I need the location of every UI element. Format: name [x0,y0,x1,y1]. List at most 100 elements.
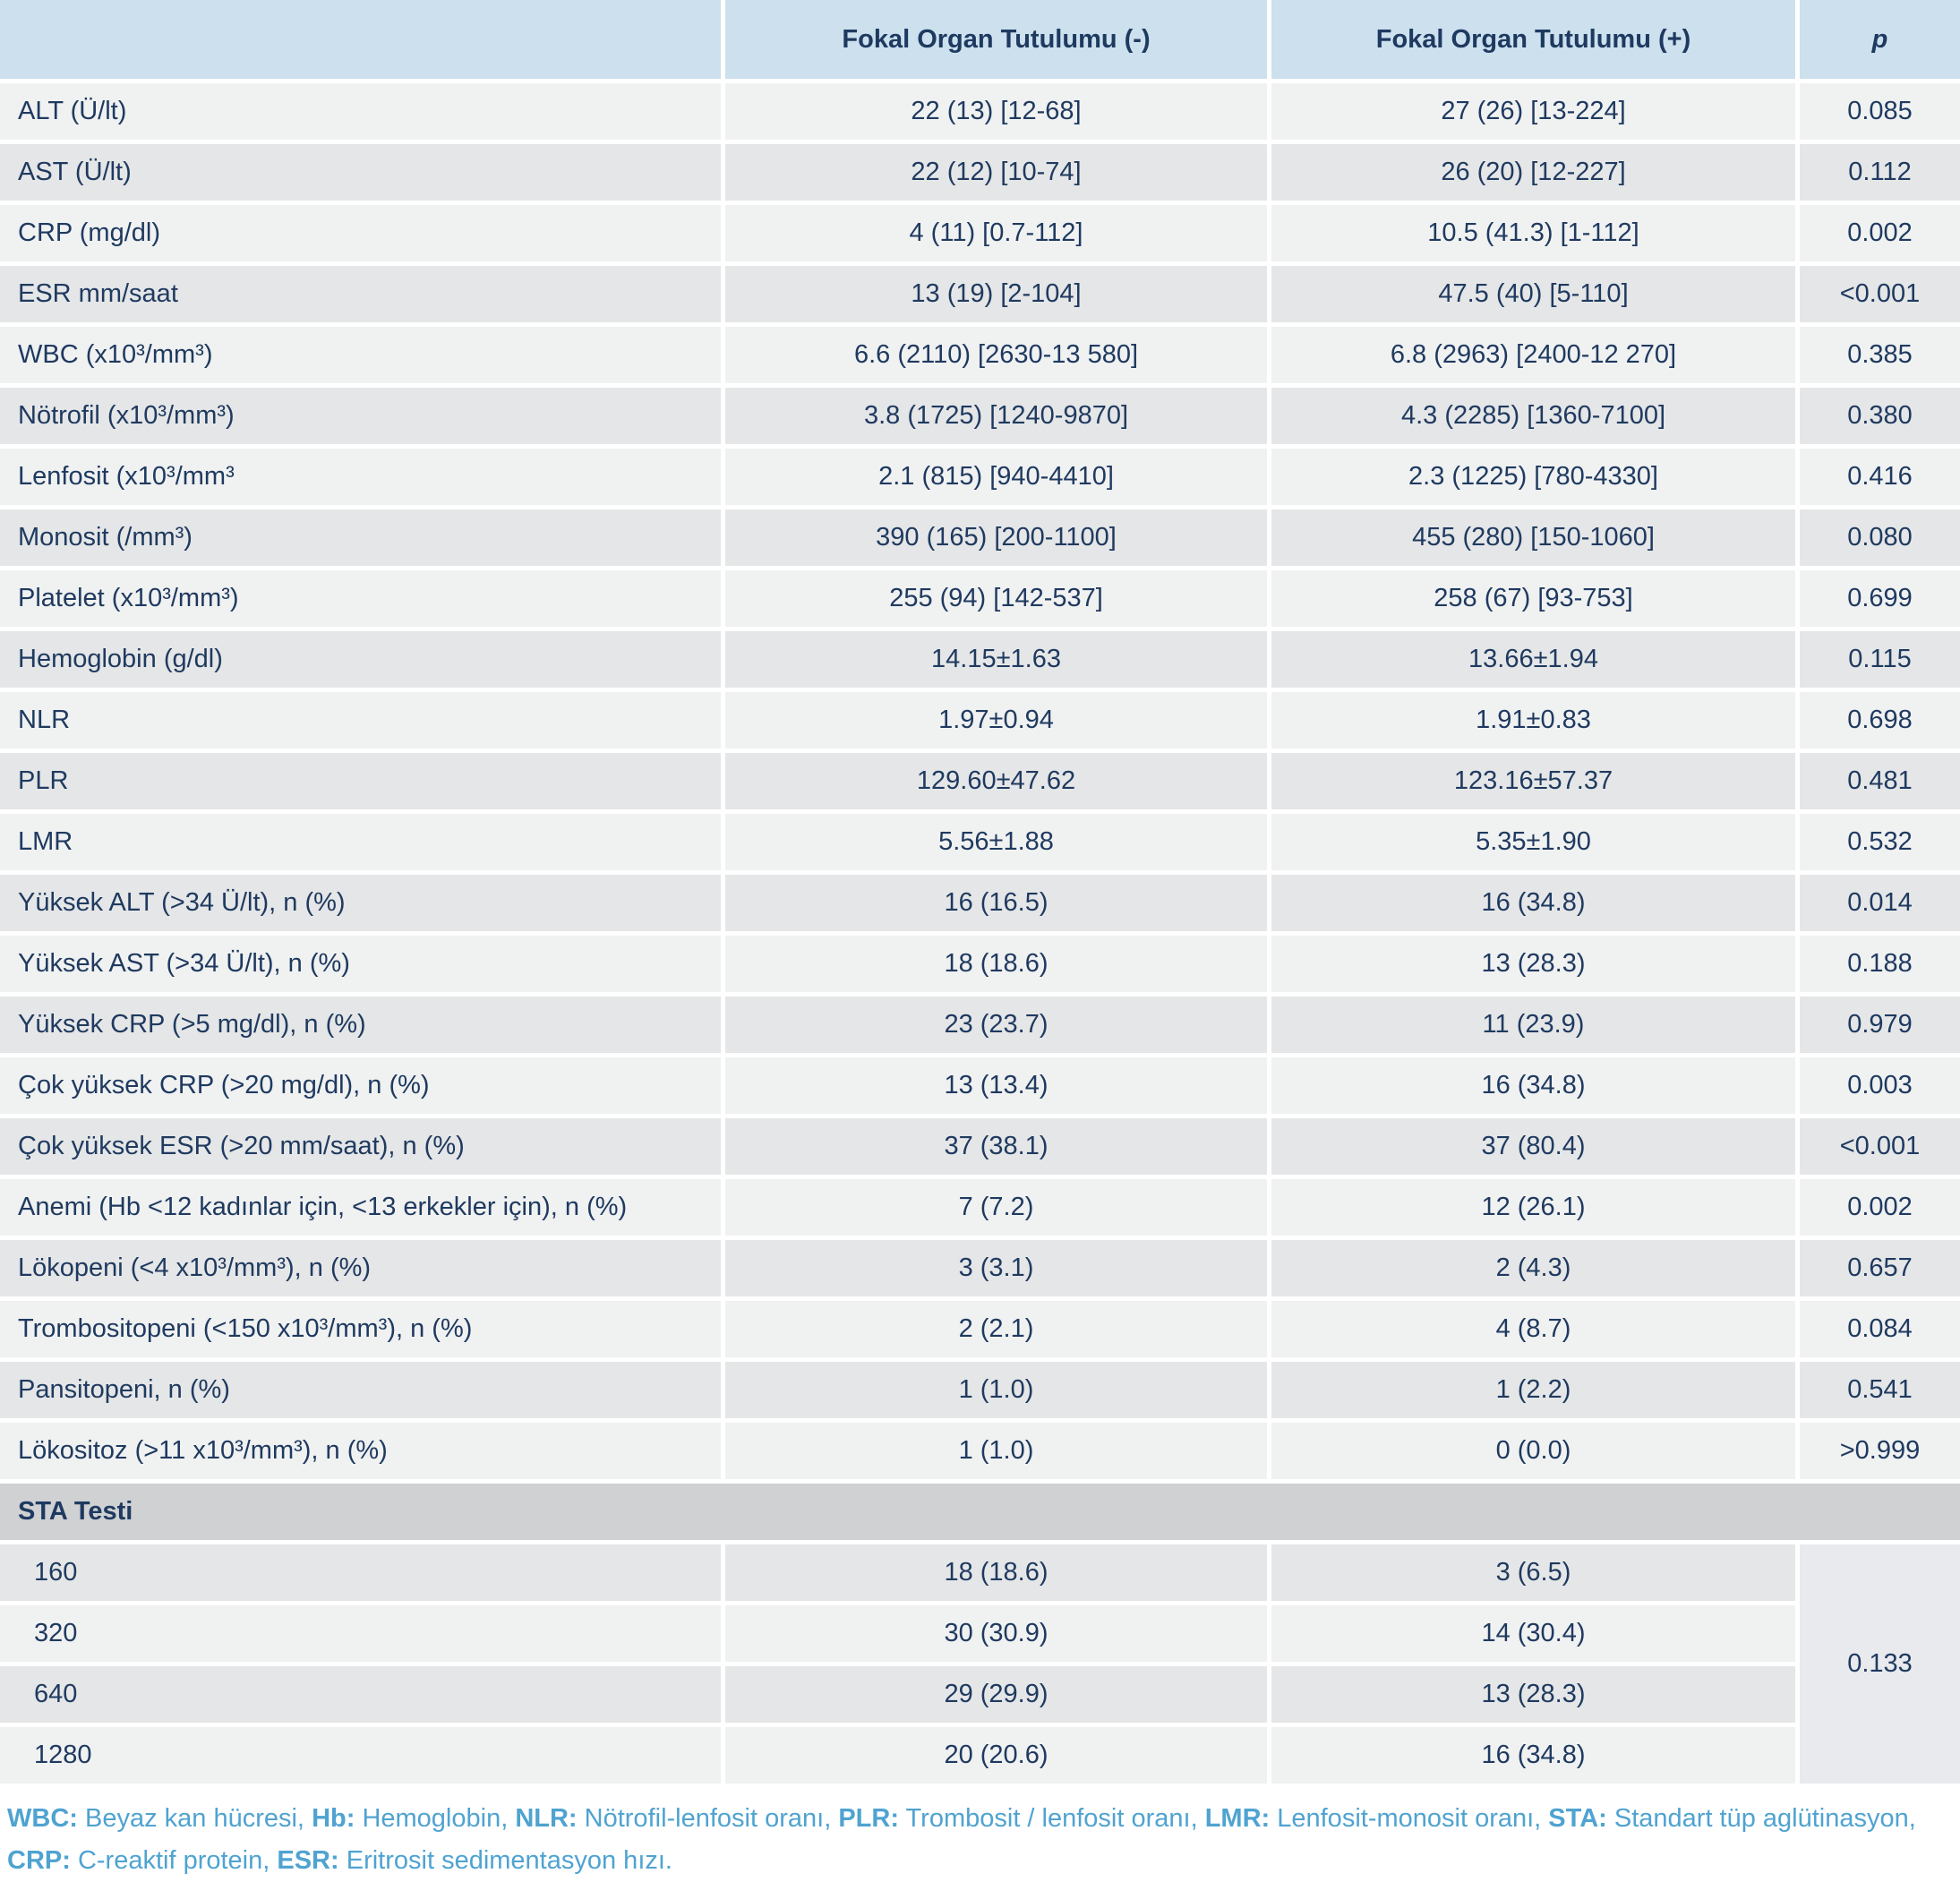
p-value: <0.001 [1800,1118,1960,1175]
table-row: Nötrofil (x10³/mm³) 3.8 (1725) [1240-987… [0,388,1960,444]
value-positive-group: 258 (67) [93-753] [1271,570,1795,627]
footnote-abbr: Hb: [312,1804,355,1833]
sta-value-positive-group: 16 (34.8) [1271,1727,1795,1784]
row-label: Lökopeni (<4 x10³/mm³), n (%) [0,1240,721,1296]
p-value: 0.084 [1800,1301,1960,1357]
table-row: NLR 1.97±0.94 1.91±0.83 0.698 [0,692,1960,749]
value-negative-group: 390 (165) [200-1100] [725,509,1267,566]
table-row: Pansitopeni, n (%) 1 (1.0) 1 (2.2) 0.541 [0,1362,1960,1418]
value-positive-group: 16 (34.8) [1271,1057,1795,1114]
table-row: Çok yüksek ESR (>20 mm/saat), n (%) 37 (… [0,1118,1960,1175]
row-label: Hemoglobin (g/dl) [0,631,721,688]
value-positive-group: 13.66±1.94 [1271,631,1795,688]
row-label: Yüksek ALT (>34 Ü/lt), n (%) [0,875,721,931]
p-value: 0.112 [1800,144,1960,201]
table-header-row: Fokal Organ Tutulumu (-) Fokal Organ Tut… [0,0,1960,79]
header-focal-positive: Fokal Organ Tutulumu (+) [1271,0,1795,79]
table-row: PLR 129.60±47.62 123.16±57.37 0.481 [0,753,1960,809]
sta-row-label: 320 [0,1605,721,1662]
row-label: PLR [0,753,721,809]
table-row: Lökopeni (<4 x10³/mm³), n (%) 3 (3.1) 2 … [0,1240,1960,1296]
value-negative-group: 4 (11) [0.7-112] [725,205,1267,261]
sta-value-positive-group: 14 (30.4) [1271,1605,1795,1662]
table-row: Trombositopeni (<150 x10³/mm³), n (%) 2 … [0,1301,1960,1357]
value-positive-group: 27 (26) [13-224] [1271,83,1795,140]
footnote-text: C-reaktif protein, [70,1846,278,1875]
value-positive-group: 10.5 (41.3) [1-112] [1271,205,1795,261]
footnote-abbr: ESR: [277,1846,339,1875]
footnote-abbr: WBC: [7,1804,78,1833]
value-negative-group: 255 (94) [142-537] [725,570,1267,627]
header-p-value: p [1800,0,1960,79]
value-positive-group: 1 (2.2) [1271,1362,1795,1418]
p-value: 0.385 [1800,327,1960,383]
value-negative-group: 23 (23.7) [725,997,1267,1053]
sta-p-value: 0.133 [1800,1544,1960,1784]
footnote-text: Eritrosit sedimentasyon hızı. [338,1846,672,1875]
table-row: ALT (Ü/lt) 22 (13) [12-68] 27 (26) [13-2… [0,83,1960,140]
row-label: Yüksek CRP (>5 mg/dl), n (%) [0,997,721,1053]
table-row: Lenfosit (x10³/mm³ 2.1 (815) [940-4410] … [0,449,1960,505]
value-negative-group: 13 (13.4) [725,1057,1267,1114]
table-row: Hemoglobin (g/dl) 14.15±1.63 13.66±1.94 … [0,631,1960,688]
row-label: Nötrofil (x10³/mm³) [0,388,721,444]
p-value: 0.002 [1800,205,1960,261]
value-positive-group: 37 (80.4) [1271,1118,1795,1175]
table-row: WBC (x10³/mm³) 6.6 (2110) [2630-13 580] … [0,327,1960,383]
value-negative-group: 18 (18.6) [725,936,1267,992]
p-value: 0.115 [1800,631,1960,688]
footnote-text: Trombosit / lenfosit oranı, [899,1804,1205,1833]
sta-value-positive-group: 3 (6.5) [1271,1544,1795,1601]
value-negative-group: 7 (7.2) [725,1179,1267,1236]
footnote-text: Hemoglobin, [355,1804,516,1833]
value-positive-group: 16 (34.8) [1271,875,1795,931]
value-negative-group: 3.8 (1725) [1240-9870] [725,388,1267,444]
value-positive-group: 47.5 (40) [5-110] [1271,266,1795,322]
value-negative-group: 37 (38.1) [725,1118,1267,1175]
row-label: Anemi (Hb <12 kadınlar için, <13 erkekle… [0,1179,721,1236]
value-negative-group: 2 (2.1) [725,1301,1267,1357]
footnote-abbr: PLR: [838,1804,899,1833]
sta-row-label: 1280 [0,1727,721,1784]
p-value: 0.380 [1800,388,1960,444]
row-label: ALT (Ü/lt) [0,83,721,140]
value-negative-group: 1.97±0.94 [725,692,1267,749]
header-focal-negative: Fokal Organ Tutulumu (-) [725,0,1267,79]
value-negative-group: 3 (3.1) [725,1240,1267,1296]
footnote-abbr: STA: [1548,1804,1607,1833]
section-header-sta-testi: STA Testi [0,1484,1960,1540]
row-label: LMR [0,814,721,870]
table-row: LMR 5.56±1.88 5.35±1.90 0.532 [0,814,1960,870]
row-label: AST (Ü/lt) [0,144,721,201]
row-label: Monosit (/mm³) [0,509,721,566]
footnote-abbr: LMR: [1204,1804,1271,1833]
table-row: Yüksek AST (>34 Ü/lt), n (%) 18 (18.6) 1… [0,936,1960,992]
row-label: NLR [0,692,721,749]
table-row: Anemi (Hb <12 kadınlar için, <13 erkekle… [0,1179,1960,1236]
row-label: Lökositoz (>11 x10³/mm³), n (%) [0,1423,721,1479]
sta-value-positive-group: 13 (28.3) [1271,1666,1795,1723]
value-negative-group: 6.6 (2110) [2630-13 580] [725,327,1267,383]
footnote-text: Standart tüp aglütinasyon, [1606,1804,1916,1833]
p-value: 0.657 [1800,1240,1960,1296]
p-value: 0.416 [1800,449,1960,505]
p-value: 0.014 [1800,875,1960,931]
p-value: 0.002 [1800,1179,1960,1236]
p-value: <0.001 [1800,266,1960,322]
value-positive-group: 4 (8.7) [1271,1301,1795,1357]
table-row: Monosit (/mm³) 390 (165) [200-1100] 455 … [0,509,1960,566]
footnote-abbr: CRP: [7,1846,71,1875]
lab-results-table: Fokal Organ Tutulumu (-) Fokal Organ Tut… [0,0,1960,1784]
row-label: Yüksek AST (>34 Ü/lt), n (%) [0,936,721,992]
table-row: Yüksek ALT (>34 Ü/lt), n (%) 16 (16.5) 1… [0,875,1960,931]
value-negative-group: 13 (19) [2-104] [725,266,1267,322]
footnote-text: Nötrofil-lenfosit oranı, [577,1804,839,1833]
value-positive-group: 11 (23.9) [1271,997,1795,1053]
p-value: >0.999 [1800,1423,1960,1479]
value-negative-group: 16 (16.5) [725,875,1267,931]
sta-value-negative-group: 29 (29.9) [725,1666,1267,1723]
sta-row-label: 640 [0,1666,721,1723]
footnote-text: Lenfosit-monosit oranı, [1270,1804,1549,1833]
row-label: Çok yüksek ESR (>20 mm/saat), n (%) [0,1118,721,1175]
sta-value-negative-group: 30 (30.9) [725,1605,1267,1662]
